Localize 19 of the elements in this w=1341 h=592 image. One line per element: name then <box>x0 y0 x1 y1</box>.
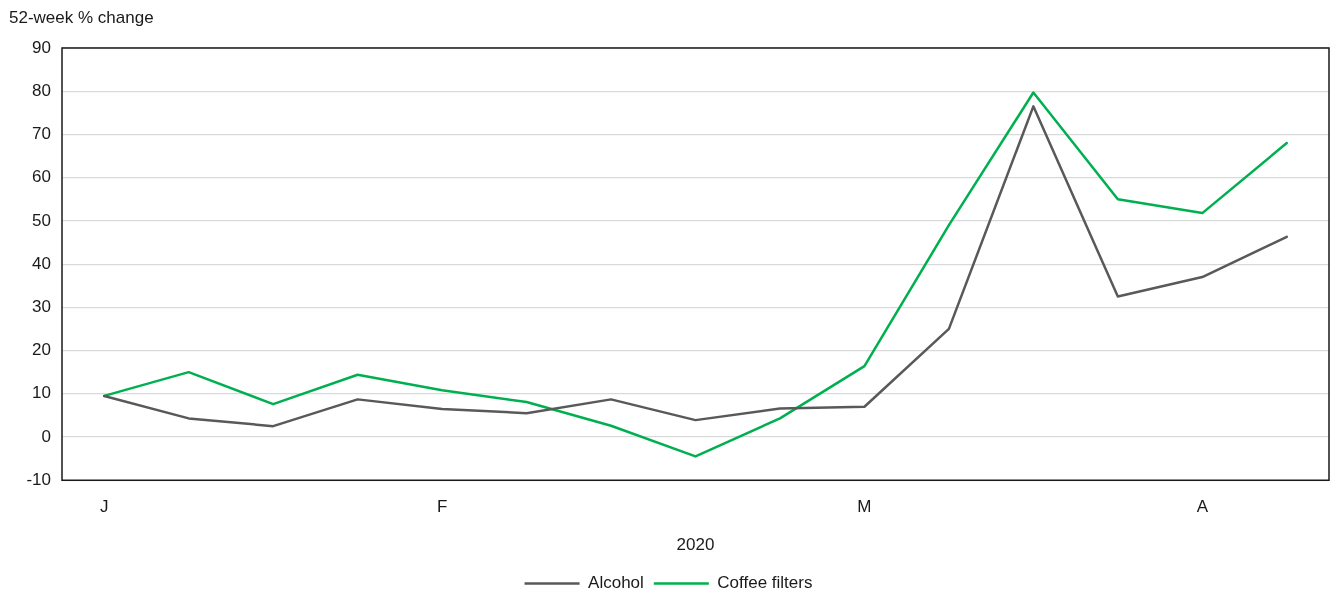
y-axis-title: 52-week % change <box>9 7 154 27</box>
y-tick-label: 20 <box>32 340 51 360</box>
y-tick-label: 70 <box>32 124 51 144</box>
y-tick-label: 0 <box>41 426 51 446</box>
legend-label: Coffee filters <box>717 573 813 592</box>
x-tick-label: F <box>436 497 448 517</box>
x-axis-title: 2020 <box>676 535 715 555</box>
y-tick-label: 60 <box>32 167 51 187</box>
y-tick-label: 80 <box>32 80 51 100</box>
y-tick-label: 10 <box>32 383 51 403</box>
x-tick-label: M <box>857 497 872 517</box>
y-tick-label: 50 <box>32 210 51 230</box>
x-tick-label: A <box>1196 497 1209 517</box>
legend-label: Alcohol <box>588 573 644 592</box>
y-tick-label: 30 <box>32 297 51 317</box>
y-tick-label: -10 <box>26 469 51 489</box>
x-tick-label: J <box>99 497 109 517</box>
y-tick-label: 90 <box>32 37 51 57</box>
y-tick-label: 40 <box>32 253 51 273</box>
